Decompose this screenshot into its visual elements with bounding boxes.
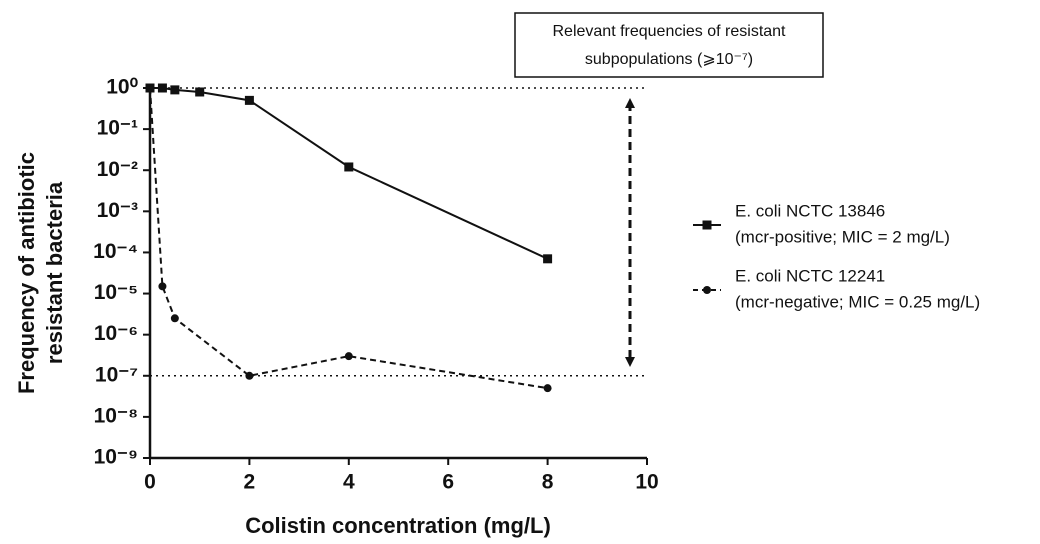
- point: [158, 282, 167, 291]
- series-line: [149, 87, 548, 390]
- legend-label: (mcr-negative; MIC = 0.25 mg/L): [735, 292, 980, 311]
- point: [543, 254, 553, 264]
- point: [543, 384, 552, 393]
- x-tick-label: 8: [542, 471, 554, 494]
- point: [344, 162, 354, 172]
- y-tick-label: 10⁻⁷: [95, 363, 138, 386]
- legend-label: E. coli NCTC 13846: [735, 201, 885, 220]
- y-tick-label: 10⁻⁴: [93, 240, 138, 263]
- x-axis-title: Colistin concentration (mg/L): [245, 513, 551, 538]
- point: [244, 95, 254, 105]
- y-axis-title: resistant bacteria: [42, 181, 67, 364]
- y-tick-label: 10⁻⁸: [94, 404, 138, 427]
- y-tick-label: 10⁰: [106, 76, 138, 99]
- x-tick-label: 4: [343, 471, 355, 494]
- annotation: Relevant frequencies of resistant: [552, 23, 786, 40]
- y-tick-label: 10⁻²: [97, 158, 138, 181]
- x-tick-label: 10: [635, 471, 658, 494]
- y-tick-label: 10⁻¹: [97, 117, 138, 140]
- annotation: subpopulations (⩾10⁻⁷): [585, 51, 753, 68]
- point: [157, 83, 167, 93]
- legend-label: E. coli NCTC 12241: [735, 266, 885, 285]
- y-axis-title: Frequency of antibiotic: [14, 152, 39, 394]
- annotation-box: [514, 12, 824, 78]
- legend-label: (mcr-positive; MIC = 2 mg/L): [735, 227, 950, 246]
- point: [146, 84, 154, 92]
- y-tick-label: 10⁻³: [97, 199, 138, 222]
- point: [170, 85, 180, 95]
- series-line: [150, 87, 549, 260]
- point: [703, 286, 711, 294]
- x-tick-label: 2: [244, 471, 256, 494]
- y-tick-label: 10⁻⁹: [94, 446, 138, 469]
- point: [702, 220, 712, 230]
- point: [170, 314, 179, 323]
- y-tick-label: 10⁻⁵: [94, 281, 138, 304]
- point: [195, 87, 205, 97]
- x-tick-label: 6: [442, 471, 454, 494]
- x-tick-label: 0: [144, 471, 156, 494]
- y-tick-label: 10⁻⁶: [94, 322, 138, 345]
- point: [245, 371, 254, 380]
- point: [344, 352, 353, 361]
